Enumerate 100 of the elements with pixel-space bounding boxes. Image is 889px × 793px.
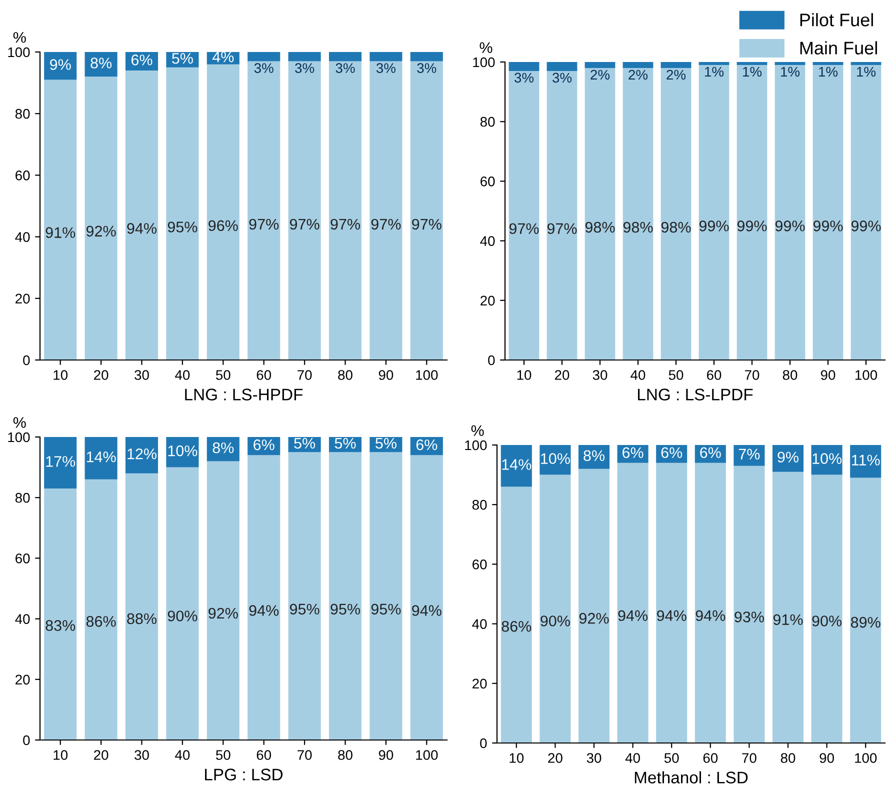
y-tick-label: 0 <box>480 738 487 748</box>
data-label: 11% <box>852 454 880 466</box>
x-tick-label: 30 <box>586 753 602 763</box>
data-label: 3% <box>514 72 534 83</box>
y-tick-label: 60 <box>480 176 495 186</box>
y-tick-label: 40 <box>15 614 30 624</box>
x-tick-label: 10 <box>54 750 68 760</box>
data-label: 2% <box>628 70 648 80</box>
y-tick-label: 100 <box>8 47 30 58</box>
y-tick-label: 100 <box>465 440 487 450</box>
data-label: 6% <box>661 447 682 458</box>
data-label: 96% <box>208 220 238 232</box>
data-label: 8% <box>212 442 234 454</box>
x-tick-label: 90 <box>820 753 834 763</box>
x-tick-label: 60 <box>703 753 718 763</box>
y-tick-label: 100 <box>8 432 30 442</box>
y-axis-title: % <box>13 32 26 43</box>
data-label: 6% <box>700 447 721 458</box>
data-label: 2% <box>590 70 610 80</box>
data-label: 83% <box>46 620 76 631</box>
data-label: 10% <box>812 453 842 464</box>
data-label: 94% <box>412 605 442 616</box>
data-label: 3% <box>254 63 274 73</box>
data-label: 6% <box>131 54 152 66</box>
data-label: 92% <box>579 612 609 624</box>
x-axis-title: Methanol : LSD <box>634 771 748 784</box>
data-label: 8% <box>584 450 604 462</box>
x-tick-label: 80 <box>782 370 798 380</box>
x-tick-label: 40 <box>630 370 646 380</box>
data-label: 7% <box>738 448 760 460</box>
data-label: 99% <box>851 220 881 232</box>
x-tick-label: 10 <box>54 370 68 380</box>
data-label: 10% <box>168 445 198 456</box>
x-tick-label: 30 <box>134 750 149 760</box>
data-label: 92% <box>86 226 116 237</box>
x-tick-label: 60 <box>706 370 722 380</box>
data-label: 88% <box>127 613 156 624</box>
y-tick-label: 80 <box>15 492 30 503</box>
data-label: 17% <box>46 456 76 467</box>
x-tick-label: 100 <box>855 753 877 763</box>
x-axis-title: LPG : LSD <box>205 768 283 780</box>
data-label: 91% <box>773 614 803 626</box>
x-tick-label: 90 <box>378 750 394 760</box>
data-label: 3% <box>376 63 396 73</box>
data-label: 1% <box>781 66 800 77</box>
x-tick-label: 50 <box>664 753 679 763</box>
data-label: 98% <box>661 222 691 233</box>
x-tick-label: 40 <box>625 753 640 763</box>
y-tick-label: 60 <box>16 170 30 180</box>
y-tick-label: 80 <box>15 108 30 119</box>
data-label: 99% <box>737 220 767 232</box>
data-label: 99% <box>813 220 843 232</box>
x-tick-label: 30 <box>134 370 149 380</box>
data-label: 5% <box>334 438 356 449</box>
x-tick-label: 50 <box>216 370 230 380</box>
data-label: 89% <box>850 616 880 628</box>
x-tick-label: 50 <box>668 370 684 380</box>
data-label: 5% <box>294 438 316 449</box>
y-tick-label: 100 <box>473 57 495 68</box>
data-label: 2% <box>666 70 686 80</box>
data-label: 98% <box>623 222 653 233</box>
x-axis-title: LNG : LS-HPDF <box>185 388 303 400</box>
data-label: 99% <box>775 220 805 232</box>
data-label: 5% <box>376 438 396 449</box>
data-label: 9% <box>778 452 798 463</box>
x-tick-label: 80 <box>780 753 796 763</box>
data-label: 93% <box>734 612 764 622</box>
x-tick-label: 40 <box>175 370 190 380</box>
x-tick-label: 30 <box>592 370 608 380</box>
data-label: 92% <box>208 608 238 619</box>
y-tick-label: 60 <box>472 560 487 570</box>
data-label: 4% <box>212 52 234 62</box>
data-label: 1% <box>705 66 724 77</box>
data-label: 95% <box>371 604 401 615</box>
data-label: 1% <box>743 66 762 77</box>
x-tick-label: 10 <box>517 370 532 380</box>
y-tick-label: 20 <box>472 678 487 689</box>
x-tick-label: 80 <box>338 750 352 760</box>
data-label: 90% <box>168 610 198 622</box>
data-label: 97% <box>290 218 320 230</box>
x-tick-label: 80 <box>338 370 352 380</box>
x-tick-label: 90 <box>820 370 836 380</box>
data-label: 94% <box>696 610 726 622</box>
data-label: 94% <box>618 610 648 622</box>
y-axis-title: % <box>480 42 492 53</box>
x-axis-title: LNG : LS-LPDF <box>638 388 753 400</box>
data-label: 5% <box>172 53 193 64</box>
data-label: 14% <box>86 452 116 462</box>
y-tick-label: 40 <box>480 236 495 246</box>
data-label: 99% <box>699 220 729 232</box>
data-label: 97% <box>509 223 539 234</box>
x-tick-label: 70 <box>744 370 760 380</box>
data-label: 86% <box>86 616 116 627</box>
data-label: 98% <box>585 222 615 233</box>
data-label: 8% <box>90 58 112 68</box>
y-tick-label: 20 <box>480 296 495 306</box>
y-tick-label: 60 <box>16 554 30 564</box>
x-tick-label: 20 <box>554 370 570 380</box>
data-label: 6% <box>254 439 274 450</box>
data-label: 95% <box>290 604 320 615</box>
